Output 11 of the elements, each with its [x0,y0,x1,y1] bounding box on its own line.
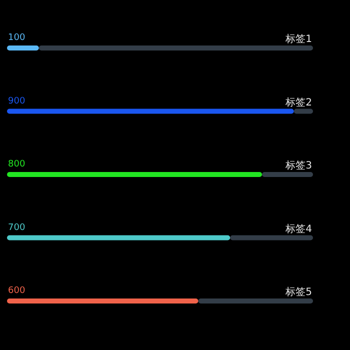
data-label: 700 [8,222,26,233]
y-tick-label: 标签5 [284,286,312,298]
y-tick-label: 标签1 [284,33,312,45]
data-label: 900 [8,96,26,106]
data-label: 100 [8,33,26,43]
data-label: 600 [8,286,26,296]
y-tick-label: 标签2 [284,96,312,108]
data-label: 800 [8,160,26,170]
bar [7,46,39,50]
y-tick-label: 标签4 [284,222,312,235]
y-tick-label: 标签3 [284,160,312,172]
